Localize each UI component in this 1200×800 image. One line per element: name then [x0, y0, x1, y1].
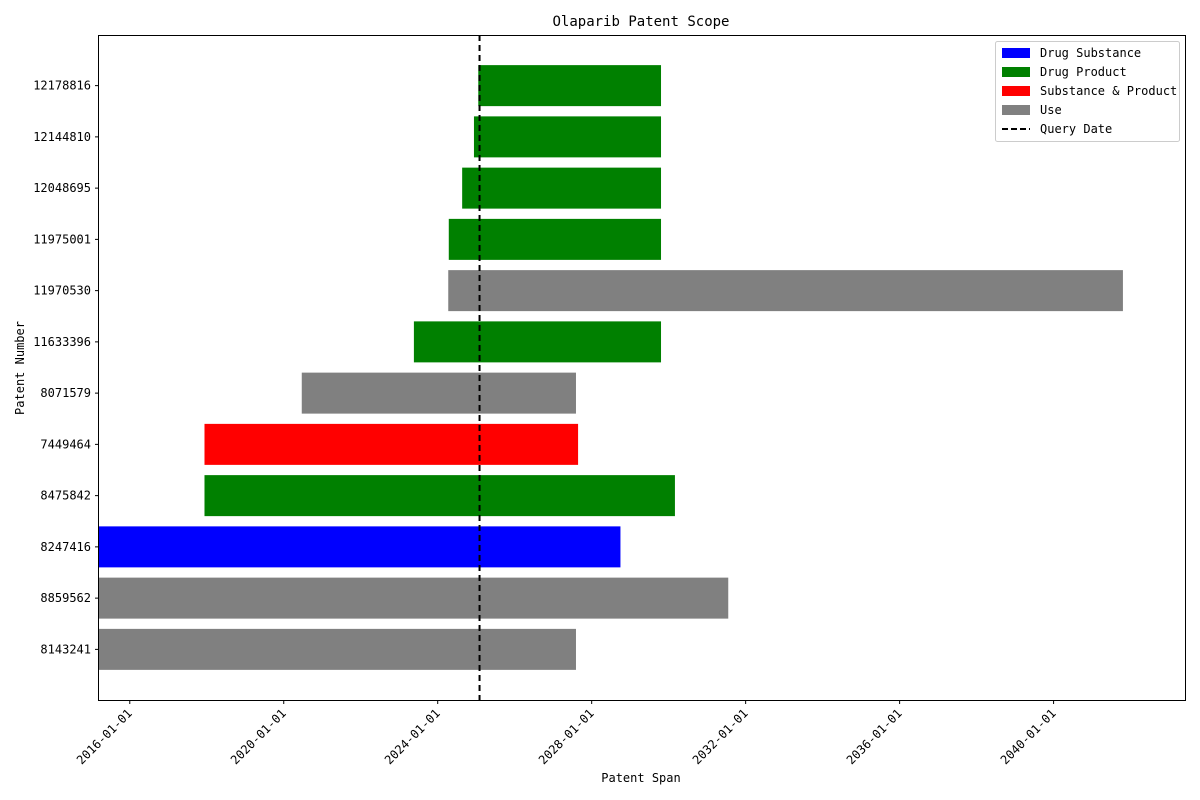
legend-swatch	[1002, 48, 1030, 58]
bar-8247416	[99, 526, 621, 568]
x-tick-label: 2032-01-01	[690, 706, 751, 767]
legend-swatch	[1002, 67, 1030, 77]
y-tick-label: 12144810	[33, 130, 91, 144]
y-tick-label: 8475842	[40, 489, 91, 503]
y-tick-label: 11633396	[33, 335, 91, 349]
chart-title: Olaparib Patent Scope	[552, 14, 729, 30]
legend-swatch	[1002, 105, 1030, 115]
plot-frame	[98, 35, 1186, 701]
bar-11975001	[448, 218, 662, 260]
y-tick-label: 8859562	[40, 591, 91, 605]
y-ticks-layer: 8143241 8859562 8247416 8475842 7449464 80715…	[33, 79, 99, 656]
bar-8475842	[204, 475, 675, 517]
legend-label: Drug Product	[1040, 65, 1127, 79]
bar-8859562	[99, 577, 729, 619]
y-tick-label: 11975001	[33, 232, 91, 246]
legend-label: Query Date	[1040, 122, 1112, 136]
legend-frame	[995, 41, 1180, 142]
y-axis-label: Patent Number	[13, 321, 27, 415]
bar-12178816	[478, 65, 662, 107]
y-tick-label: 8143241	[40, 642, 91, 656]
y-tick-label: 8247416	[40, 540, 91, 554]
y-tick-label: 11970530	[33, 284, 91, 298]
bar-12048695	[462, 167, 662, 209]
x-tick-label: 2016-01-01	[74, 706, 135, 767]
legend-label: Drug Substance	[1040, 46, 1141, 60]
x-tick-label: 2024-01-01	[382, 706, 443, 767]
y-tick-label: 7449464	[40, 437, 91, 451]
x-axis-label: Patent Span	[601, 771, 680, 785]
legend-label: Substance & Product	[1040, 84, 1177, 98]
bar-8143241	[99, 628, 576, 670]
y-tick-label: 12048695	[33, 181, 91, 195]
legend-label: Use	[1040, 103, 1062, 117]
bar-7449464	[204, 423, 579, 465]
bar-11633396	[413, 321, 662, 363]
x-tick-label: 2040-01-01	[998, 706, 1059, 767]
legend-swatch	[1002, 86, 1030, 96]
bar-12144810	[473, 116, 662, 158]
y-tick-label: 8071579	[40, 386, 91, 400]
bar-11970530	[448, 270, 1123, 312]
x-ticks-layer: 2016-01-01 2020-01-01 2024-01-01 2028-01-01…	[74, 700, 1059, 767]
legend: Drug Substance Drug Product Substance & Pr…	[995, 41, 1180, 142]
bars-layer	[99, 65, 1123, 670]
x-tick-label: 2036-01-01	[844, 706, 905, 767]
y-tick-label: 12178816	[33, 79, 91, 93]
bar-8071579	[301, 372, 576, 414]
x-tick-label: 2020-01-01	[228, 706, 289, 767]
x-tick-label: 2028-01-01	[536, 706, 597, 767]
